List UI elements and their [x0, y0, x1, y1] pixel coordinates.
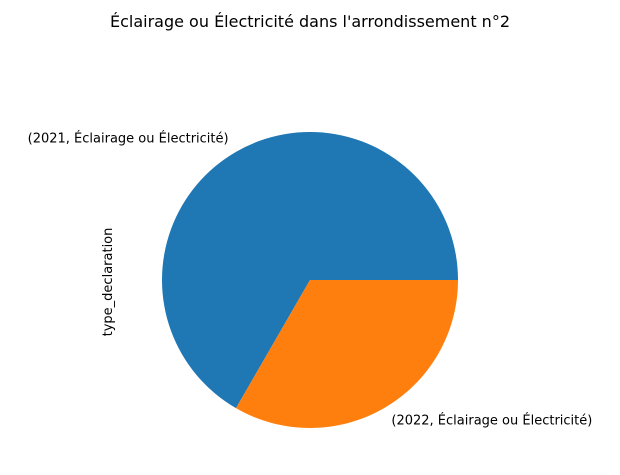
pie-slice-2 [236, 280, 458, 428]
chart-title: Éclairage ou Électricité dans l'arrondis… [110, 12, 510, 31]
pie-slice-labels: (2021, Éclairage ou Électricité) (2022, É… [28, 131, 593, 429]
y-axis-label: type_declaration [101, 228, 116, 337]
pie-slice-1 [162, 131, 459, 409]
pie-slice-label-1: (2021, Éclairage ou Électricité) [28, 131, 229, 147]
pie-slice-label-2: (2022, Éclairage ou Électricité) [391, 412, 592, 428]
pie-slices [162, 131, 459, 428]
